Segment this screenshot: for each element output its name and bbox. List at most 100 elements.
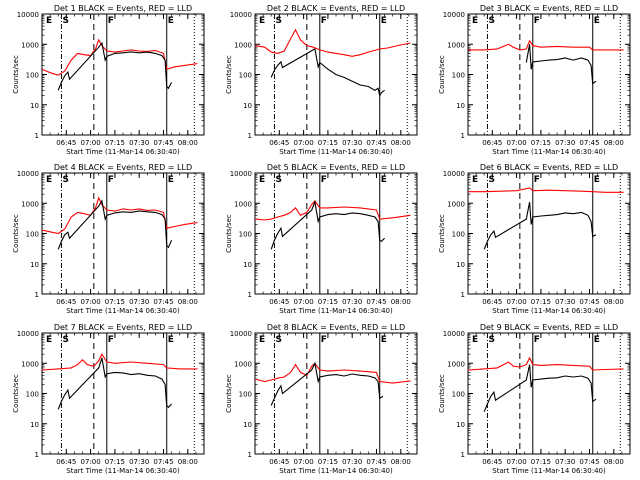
x-tick-label: 07:15	[531, 458, 551, 466]
y-tick-label: 10	[243, 102, 252, 110]
plot-frame	[254, 332, 418, 455]
series-red-line	[41, 196, 198, 235]
time-marker-label: E	[594, 16, 600, 26]
y-tick-label: 100	[239, 391, 252, 399]
panel-det-3: Det 3 BLACK = Events, RED = LLD 1 10 100 100…	[438, 4, 631, 156]
time-marker-label: F	[321, 175, 327, 185]
y-tick-label: 10	[243, 421, 252, 429]
x-tick-label: 07:00	[81, 458, 101, 466]
x-tick-label: 08:00	[604, 298, 624, 306]
series-black-line	[483, 201, 597, 250]
time-marker-label: E	[594, 335, 600, 345]
y-tick-label: 1	[248, 132, 252, 140]
y-tick-label: 100	[239, 231, 252, 239]
x-axis-label: Start Time (11-Mar-14 06:30:40)	[279, 467, 393, 475]
time-marker-label: E	[46, 175, 52, 185]
series-red-line	[468, 39, 624, 51]
x-axis-label: Start Time (11-Mar-14 06:30:40)	[279, 148, 393, 156]
y-tick-label: 10000	[443, 11, 465, 19]
x-tick-label: 08:00	[604, 139, 624, 147]
time-marker-label: S	[62, 335, 68, 345]
x-tick-label: 07:45	[579, 458, 599, 466]
y-axis-label: Counts/sec	[225, 214, 233, 253]
x-tick-label: 08:00	[391, 139, 411, 147]
x-tick-label: 07:15	[318, 298, 338, 306]
series-red-line	[254, 362, 411, 384]
y-tick-label: 1	[461, 291, 465, 299]
x-tick-label: 08:00	[391, 298, 411, 306]
panel-title: Det 3 BLACK = Events, RED = LLD	[480, 4, 618, 13]
y-tick-label: 10	[456, 102, 465, 110]
x-tick-label: 07:45	[366, 298, 386, 306]
x-tick-label: 07:15	[531, 139, 551, 147]
x-axis-label: Start Time (11-Mar-14 06:30:40)	[492, 148, 606, 156]
y-axis-label: Counts/sec	[12, 374, 20, 413]
series-red-line	[468, 187, 624, 193]
x-axis-label: Start Time (11-Mar-14 06:30:40)	[492, 467, 606, 475]
y-tick-label: 10	[30, 421, 39, 429]
x-axis-label: Start Time (11-Mar-14 06:30:40)	[492, 307, 606, 315]
x-tick-label: 07:00	[507, 298, 527, 306]
time-marker-label: F	[534, 175, 540, 185]
x-tick-label: 07:15	[105, 139, 125, 147]
y-tick-label: 1000	[234, 360, 252, 368]
x-tick-label: 07:15	[531, 298, 551, 306]
x-tick-label: 07:45	[579, 298, 599, 306]
x-axis-label: Start Time (11-Mar-14 06:30:40)	[66, 148, 180, 156]
x-axis-label: Start Time (11-Mar-14 06:30:40)	[279, 307, 393, 315]
series-black-line	[270, 199, 385, 250]
panel-title: Det 7 BLACK = Events, RED = LLD	[54, 323, 192, 332]
y-axis-label: Counts/sec	[438, 374, 446, 413]
x-tick-label: 06:45	[56, 139, 76, 147]
y-tick-label: 10000	[17, 330, 39, 338]
panel-det-1: Det 1 BLACK = Events, RED = LLD 1 10 100 100…	[12, 4, 205, 156]
series-red-line	[254, 28, 411, 57]
panel-title: Det 2 BLACK = Events, RED = LLD	[267, 4, 405, 13]
x-tick-label: 07:30	[129, 298, 149, 306]
y-tick-label: 1	[35, 132, 39, 140]
series-black-line	[483, 364, 597, 412]
time-marker-label: E	[259, 175, 265, 185]
y-axis-label: Counts/sec	[12, 55, 20, 94]
y-tick-label: 1	[35, 291, 39, 299]
x-tick-label: 07:45	[579, 139, 599, 147]
series-red-line	[254, 200, 411, 221]
x-tick-label: 06:45	[269, 139, 289, 147]
time-marker-label: S	[275, 16, 281, 26]
time-marker-label: S	[275, 175, 281, 185]
y-tick-label: 100	[26, 231, 39, 239]
x-tick-label: 07:45	[153, 298, 173, 306]
y-tick-label: 10	[243, 261, 252, 269]
x-tick-label: 07:00	[507, 139, 527, 147]
plot-frame	[41, 332, 205, 455]
series-black-line	[57, 41, 173, 91]
time-marker-label: E	[472, 335, 478, 345]
x-tick-label: 07:45	[153, 139, 173, 147]
x-tick-label: 07:00	[294, 139, 314, 147]
y-tick-label: 1000	[234, 41, 252, 49]
y-tick-label: 10000	[443, 170, 465, 178]
y-tick-label: 10000	[443, 330, 465, 338]
time-marker-label: F	[108, 16, 114, 26]
time-marker-label: F	[321, 16, 327, 26]
x-tick-label: 07:30	[342, 139, 362, 147]
y-axis-label: Counts/sec	[438, 214, 446, 253]
panel-det-5: Det 5 BLACK = Events, RED = LLD 1 10 100 100…	[225, 163, 418, 315]
x-axis-label: Start Time (11-Mar-14 06:30:40)	[66, 307, 180, 315]
series-red-line	[41, 352, 198, 371]
x-tick-label: 07:15	[318, 458, 338, 466]
y-tick-label: 1000	[21, 200, 39, 208]
time-marker-label: E	[168, 16, 174, 26]
time-marker-label: E	[168, 335, 174, 345]
time-marker-label: F	[321, 335, 327, 345]
x-tick-label: 07:45	[366, 458, 386, 466]
x-tick-label: 06:45	[482, 458, 502, 466]
time-marker-label: F	[534, 335, 540, 345]
time-marker-label: E	[381, 16, 387, 26]
x-tick-label: 06:45	[56, 458, 76, 466]
plot-frame	[467, 13, 631, 136]
y-tick-label: 1000	[234, 200, 252, 208]
y-tick-label: 100	[239, 72, 252, 80]
panel-title: Det 1 BLACK = Events, RED = LLD	[54, 4, 192, 13]
